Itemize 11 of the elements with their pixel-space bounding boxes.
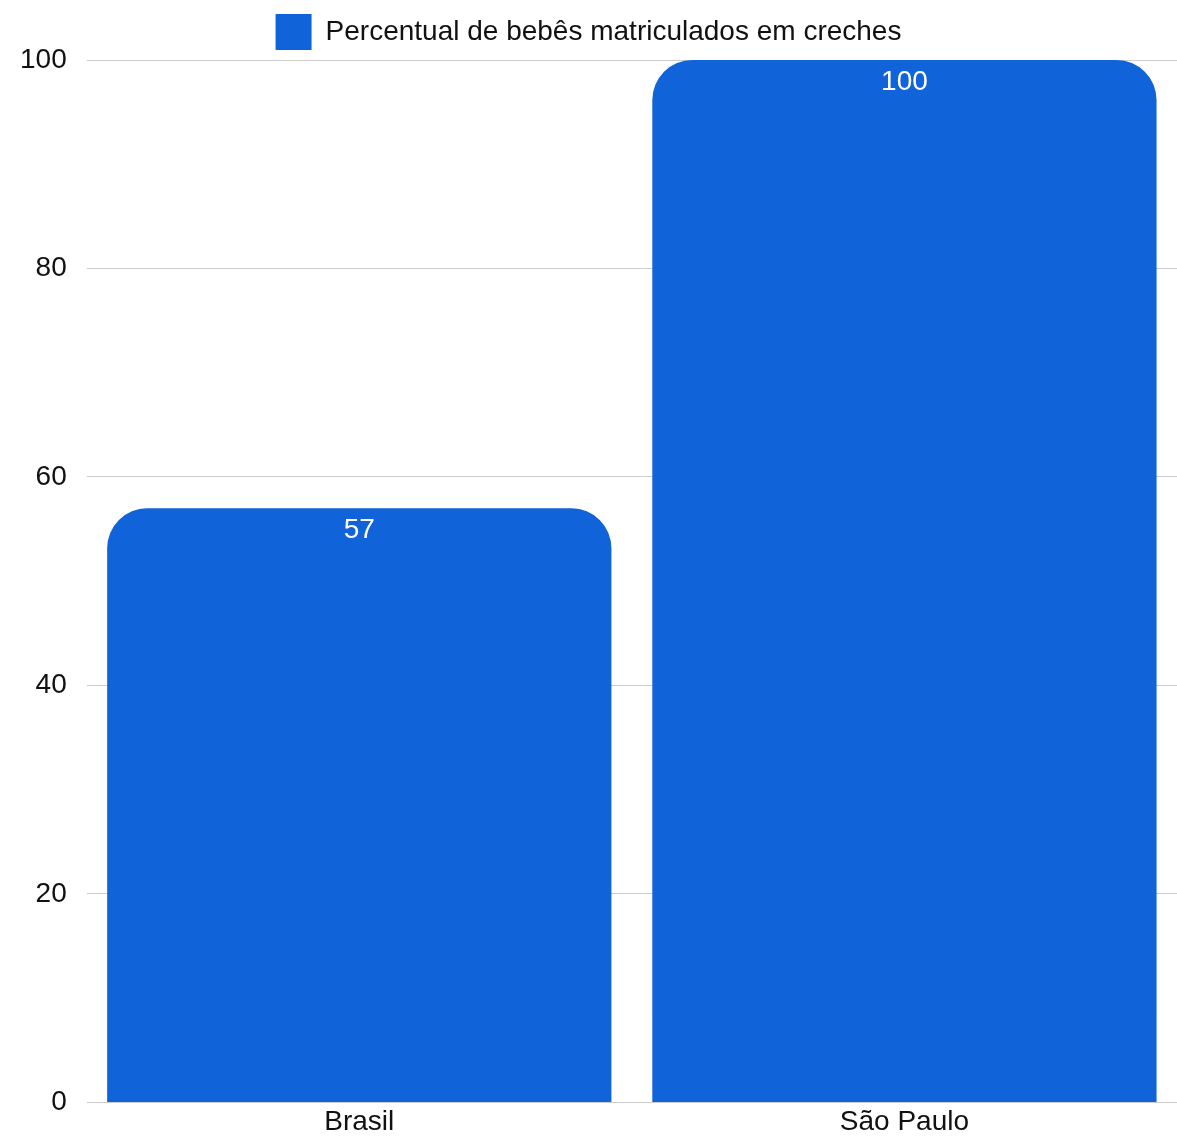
y-tick-label: 40 — [35, 668, 67, 700]
data-label: 57 — [343, 512, 375, 544]
x-tick-label: São Paulo — [839, 1104, 970, 1136]
legend-label: Percentual de bebês matriculados em creches — [325, 14, 902, 46]
y-tick-label: 100 — [20, 42, 67, 74]
y-tick-label: 0 — [51, 1085, 67, 1117]
x-tick-label: Brasil — [324, 1104, 395, 1136]
data-label: 100 — [881, 64, 928, 96]
y-tick-label: 80 — [35, 251, 67, 283]
y-tick-label: 60 — [35, 459, 67, 491]
y-tick-label: 20 — [35, 876, 67, 908]
